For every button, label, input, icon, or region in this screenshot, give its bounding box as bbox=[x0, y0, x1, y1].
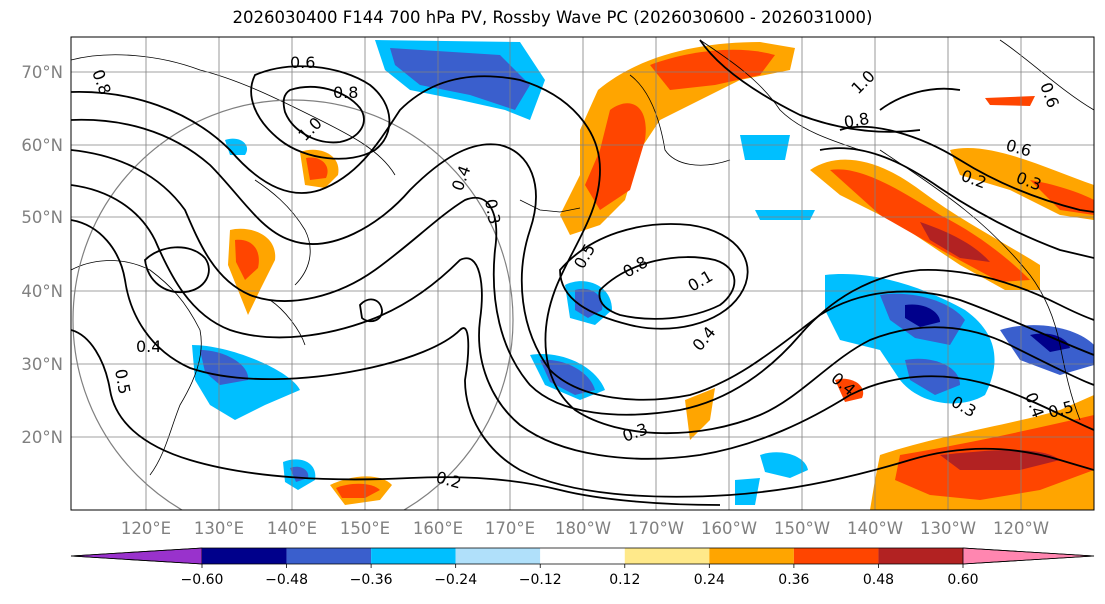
lon-label: 130°W bbox=[920, 519, 976, 538]
lon-label: 130°E bbox=[194, 519, 244, 538]
contour-label: 0.8 bbox=[842, 109, 870, 132]
colorbar-segment bbox=[202, 548, 287, 564]
lat-label-40n: 40°N bbox=[21, 282, 63, 301]
longitude-labels: 120°E 130°E 140°E 150°E 160°E 170°E 180°… bbox=[121, 519, 1049, 538]
contour-label: 0.4 bbox=[136, 337, 161, 356]
colorbar-tick-label: 0.48 bbox=[863, 572, 894, 588]
colorbar-segment bbox=[540, 548, 625, 564]
lon-label: 160°E bbox=[413, 519, 463, 538]
graticule bbox=[71, 37, 1094, 510]
colorbar-segment bbox=[709, 548, 794, 564]
colorbar-tick-label: −0.24 bbox=[434, 572, 477, 588]
colorbar-tick-label: 0.60 bbox=[947, 572, 978, 588]
lat-label-20n: 20°N bbox=[21, 428, 63, 447]
colorbar-ticks: −0.60 −0.48 −0.36 −0.24 −0.12 0.12 0.24 0.36 0.4… bbox=[181, 564, 979, 588]
lon-label: 170°E bbox=[485, 519, 535, 538]
page-title: 2026030400 F144 700 hPa PV, Rossby Wave … bbox=[232, 8, 873, 27]
colorbar-segment bbox=[624, 548, 710, 564]
lon-label: 160°W bbox=[701, 519, 757, 538]
colorbar-extend-low bbox=[70, 547, 203, 565]
contour-label: 0.5 bbox=[111, 367, 134, 395]
lon-label: 140°W bbox=[847, 519, 903, 538]
lat-label-50n: 50°N bbox=[21, 208, 63, 227]
colorbar-tick-label: −0.48 bbox=[265, 572, 308, 588]
lon-label: 150°E bbox=[340, 519, 390, 538]
colorbar-tick-label: −0.60 bbox=[181, 572, 224, 588]
lat-label-60n: 60°N bbox=[21, 136, 63, 155]
colorbar-segment bbox=[793, 548, 879, 564]
lon-label: 120°E bbox=[121, 519, 171, 538]
lon-label: 120°W bbox=[993, 519, 1049, 538]
colorbar-segment bbox=[371, 548, 456, 564]
lat-label-70n: 70°N bbox=[21, 63, 63, 82]
lon-label: 140°E bbox=[267, 519, 317, 538]
colorbar-segment bbox=[286, 548, 372, 564]
pv-contours bbox=[71, 39, 1094, 506]
colorbar-tick-label: 0.12 bbox=[609, 572, 640, 588]
contour-label: 0.3 bbox=[481, 197, 504, 225]
contour-label: 0.6 bbox=[290, 53, 315, 72]
coastlines bbox=[71, 39, 1094, 476]
colorbar bbox=[70, 547, 1095, 565]
colorbar-tick-label: 0.36 bbox=[778, 572, 809, 588]
reference-circle bbox=[72, 99, 514, 510]
colorbar-tick-label: −0.12 bbox=[519, 572, 562, 588]
lon-label: 180°W bbox=[555, 519, 611, 538]
map-frame bbox=[70, 36, 1095, 511]
colorbar-segment bbox=[455, 548, 541, 564]
lon-label: 170°W bbox=[628, 519, 684, 538]
contour-label: 0.8 bbox=[333, 83, 358, 102]
latitude-labels: 70°N 60°N 50°N 40°N 30°N 20°N bbox=[21, 63, 63, 447]
colorbar-tick-label: 0.24 bbox=[694, 572, 725, 588]
colorbar-extend-high bbox=[962, 547, 1095, 565]
lon-label: 150°W bbox=[774, 519, 830, 538]
colorbar-tick-label: −0.36 bbox=[350, 572, 393, 588]
colorbar-segment bbox=[878, 548, 963, 564]
lat-label-30n: 30°N bbox=[21, 355, 63, 374]
